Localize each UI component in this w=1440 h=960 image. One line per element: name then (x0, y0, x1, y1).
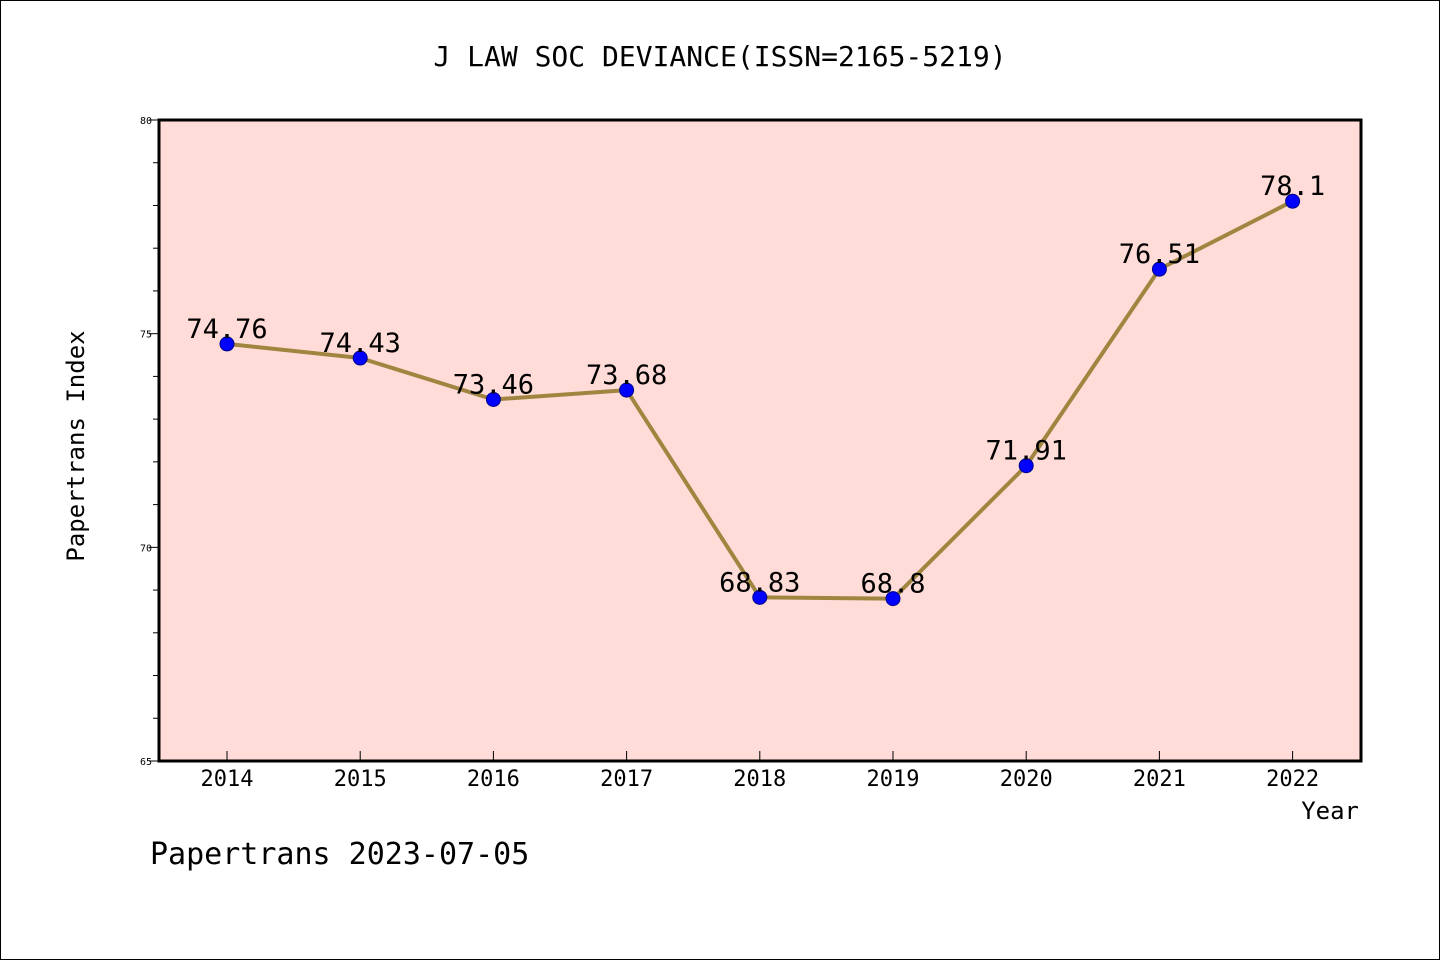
data-labels: 74.76 74.43 73.46 73.68 68.83 68.8 71.91 76.51 7… (186, 171, 1325, 599)
data-label: 68.8 (860, 569, 925, 600)
y-tick-label: 70 (140, 543, 152, 554)
data-label: 78.1 (1260, 171, 1325, 202)
x-axis-ticks: 2014 2015 2016 2017 2018 2019 2020 2021 2022 (201, 751, 1319, 792)
x-tick-label: 2020 (1000, 767, 1053, 792)
data-label: 71.91 (986, 436, 1067, 467)
data-label: 73.46 (453, 369, 534, 400)
data-point (1018, 458, 1034, 474)
data-point (885, 591, 901, 607)
y-tick-label: 65 (140, 757, 152, 768)
x-tick-label: 2014 (201, 767, 254, 792)
x-tick-label: 2019 (867, 767, 920, 792)
y-tick-label: 75 (140, 330, 152, 341)
x-tick-label: 2021 (1133, 767, 1186, 792)
data-label: 74.76 (186, 314, 267, 345)
x-tick-label: 2018 (733, 767, 786, 792)
data-point (352, 350, 368, 366)
y-axis-ticks: 65 70 75 80 (140, 116, 159, 768)
y-tick-label: 80 (140, 116, 152, 127)
data-label: 76.51 (1119, 239, 1200, 270)
data-point (485, 391, 501, 407)
x-tick-label: 2015 (334, 767, 387, 792)
data-label: 74.43 (320, 328, 401, 359)
series-markers (219, 193, 1301, 607)
data-point (619, 382, 635, 398)
data-point (219, 336, 235, 352)
data-point (1151, 261, 1167, 277)
y-axis-label: Papertrans Index (62, 330, 90, 561)
plot-border (157, 118, 1363, 763)
footer-source-date: Papertrans 2023-07-05 (150, 837, 529, 872)
x-axis-label: Year (1301, 797, 1359, 825)
x-tick-label: 2022 (1266, 767, 1319, 792)
plot-area (159, 120, 1361, 761)
chart-title: J LAW SOC DEVIANCE(ISSN=2165-5219) (433, 40, 1006, 73)
x-tick-label: 2016 (467, 767, 520, 792)
data-label: 73.68 (586, 360, 667, 391)
data-label: 68.83 (719, 567, 800, 598)
data-point (752, 589, 768, 605)
x-tick-label: 2017 (600, 767, 653, 792)
data-point (1285, 193, 1301, 209)
